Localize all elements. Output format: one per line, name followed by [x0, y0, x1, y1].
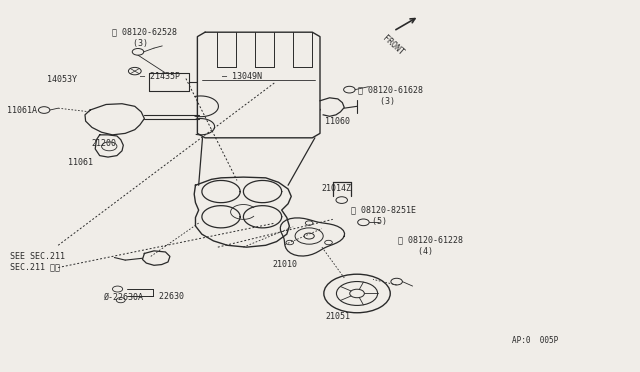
Text: SEC.211 参照: SEC.211 参照: [10, 262, 60, 271]
Text: (5): (5): [362, 217, 387, 226]
Text: (4): (4): [408, 247, 433, 256]
Text: (3): (3): [124, 39, 148, 48]
Text: 11060: 11060: [325, 118, 350, 126]
Text: – 21435P: – 21435P: [140, 72, 180, 81]
Text: 21014Z: 21014Z: [321, 184, 351, 193]
Text: Ⓑ 08120-61228: Ⓑ 08120-61228: [398, 235, 463, 244]
Text: (3): (3): [370, 97, 395, 106]
Text: SEE SEC.211: SEE SEC.211: [10, 252, 65, 261]
Text: 21200: 21200: [92, 138, 116, 148]
Text: – 22630: – 22630: [150, 292, 184, 301]
Text: 21010: 21010: [272, 260, 297, 269]
Text: 11061A: 11061A: [7, 106, 37, 115]
Text: Ⓑ 08120-61628: Ⓑ 08120-61628: [358, 85, 423, 94]
Text: – 13049N: – 13049N: [222, 72, 262, 81]
Text: Ⓑ 08120-8251E: Ⓑ 08120-8251E: [351, 205, 415, 214]
Text: FRONT: FRONT: [381, 34, 405, 57]
Text: 14053Y: 14053Y: [47, 75, 77, 84]
Text: AP:0  005P: AP:0 005P: [511, 336, 558, 345]
Text: Ø-22630A: Ø-22630A: [104, 292, 144, 301]
Text: 21051: 21051: [325, 312, 350, 321]
Text: 11061: 11061: [68, 158, 93, 167]
Text: Ⓑ 08120-62528: Ⓑ 08120-62528: [113, 28, 177, 36]
